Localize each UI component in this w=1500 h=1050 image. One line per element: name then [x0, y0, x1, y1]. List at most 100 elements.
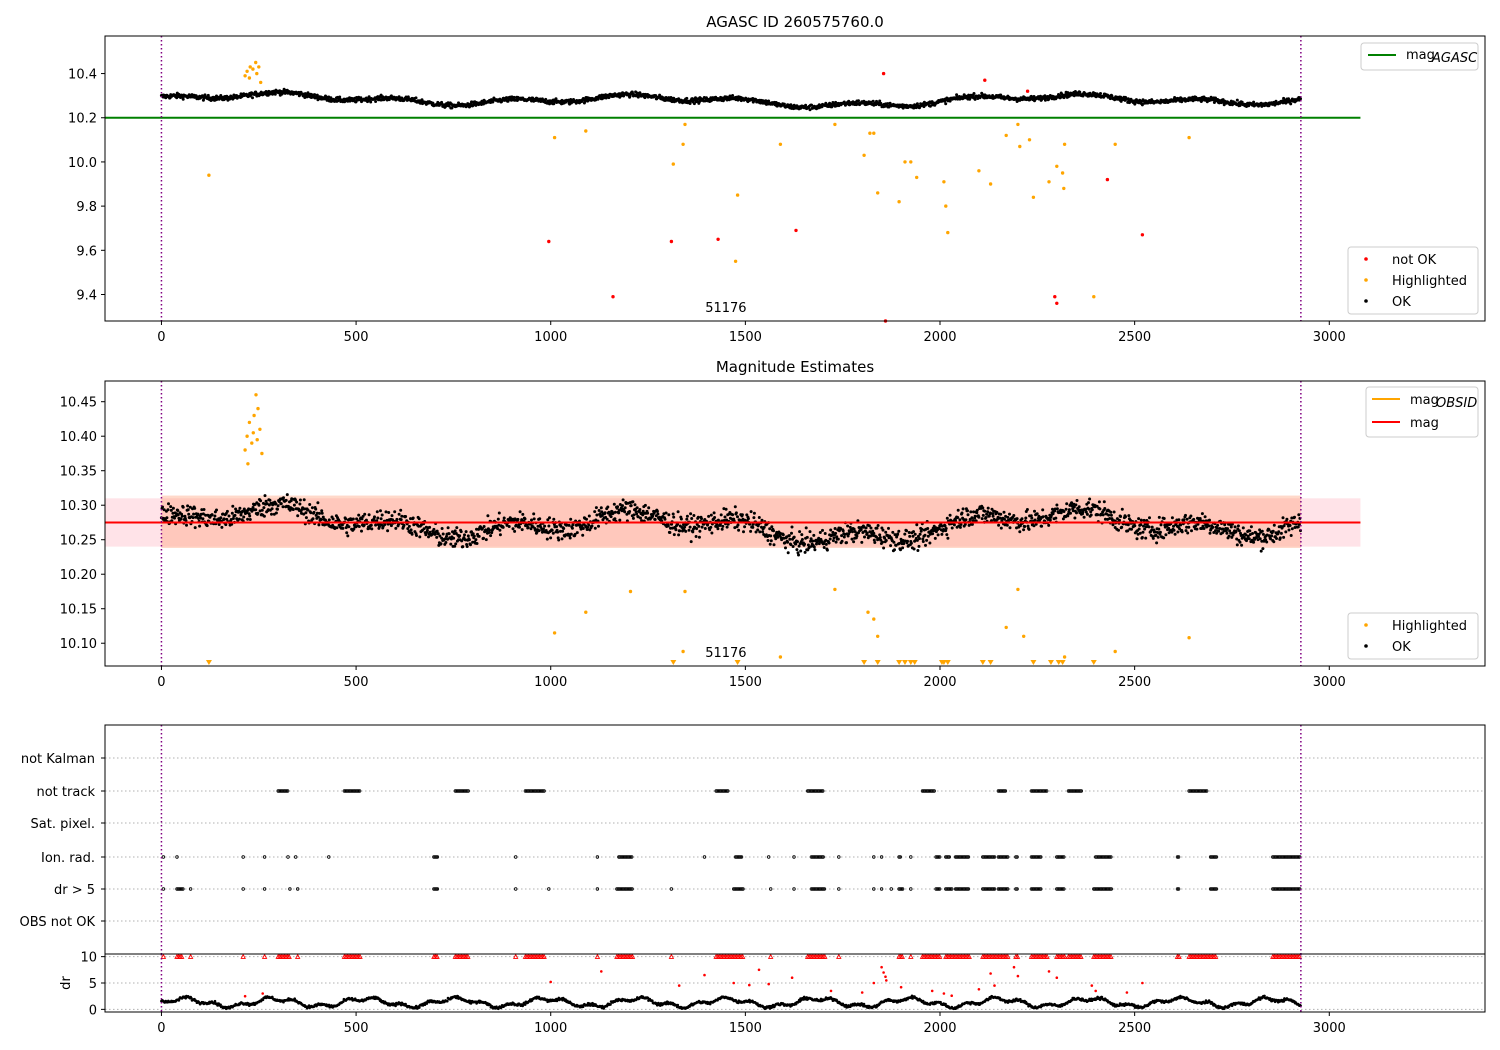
ok-point [386, 529, 390, 533]
ok-point [320, 511, 324, 515]
ok-point [913, 532, 917, 536]
ok-point [948, 513, 952, 517]
ok-point [1179, 523, 1183, 527]
ok-point [618, 518, 622, 522]
ok-point [1020, 517, 1024, 521]
ok-point [402, 523, 406, 527]
highlighted-point [683, 122, 687, 127]
y-tick-label: 10.40 [60, 430, 97, 445]
ok-point [1133, 524, 1137, 528]
ok-point [1164, 533, 1168, 537]
ok-point [357, 525, 361, 528]
ok-point [1259, 549, 1263, 553]
ok-point [933, 536, 937, 540]
highlighted-point [1113, 142, 1117, 146]
ok-point [931, 532, 935, 536]
clipped-marker [911, 660, 918, 665]
ok-point [818, 531, 822, 534]
ok-point [928, 541, 932, 545]
ok-point [991, 514, 995, 518]
ok-point [1087, 507, 1091, 511]
highlighted-point [243, 448, 247, 452]
highlighted-point [1031, 195, 1036, 199]
ok-point [1237, 529, 1241, 533]
ok-point [302, 498, 306, 502]
ok-point [225, 509, 229, 513]
ok-point [769, 534, 773, 538]
ok-point [1073, 516, 1077, 520]
ok-point [1078, 90, 1082, 94]
flag-point [262, 887, 267, 891]
ok-point [1119, 515, 1123, 518]
ok-point [212, 517, 216, 521]
ok-point [233, 513, 237, 517]
ok-point [697, 535, 701, 539]
ok-point [1252, 540, 1256, 544]
ok-point [1008, 512, 1011, 516]
ok-point [270, 512, 273, 516]
ok-point [185, 523, 188, 527]
ok-point [970, 516, 974, 520]
flag-point [837, 887, 841, 891]
ok-point [1003, 517, 1006, 521]
ok-point [613, 510, 617, 514]
highlighted-point [909, 160, 913, 164]
ok-point [1022, 528, 1026, 532]
highlighted-point [988, 182, 993, 186]
ok-point [1040, 524, 1044, 528]
ok-point [374, 523, 378, 527]
flag-point [262, 855, 267, 859]
ok-point [1293, 515, 1296, 519]
ok-point [399, 518, 403, 522]
ok-point [257, 503, 261, 507]
ok-point [1062, 510, 1066, 513]
ok-point [295, 500, 299, 504]
ok-point [486, 514, 490, 518]
ok-point [518, 525, 521, 529]
ok-point [193, 526, 197, 530]
ok-point [666, 524, 670, 528]
ok-point [230, 511, 234, 515]
ok-point [554, 97, 558, 101]
ok-point [808, 530, 812, 534]
ok-point [276, 504, 280, 508]
ok-point [803, 542, 806, 546]
ok-point [1085, 512, 1089, 516]
ok-point [167, 502, 170, 506]
ok-point [635, 91, 639, 95]
highlighted-point [1092, 295, 1096, 299]
ok-point [417, 517, 421, 521]
ok-point [1233, 525, 1237, 529]
ok-point [171, 506, 175, 510]
ok-point [1090, 508, 1094, 512]
ok-point [1208, 518, 1211, 522]
ok-point [1144, 536, 1148, 540]
ok-point [1018, 530, 1022, 534]
ok-point [719, 513, 723, 517]
flag-point [241, 855, 245, 859]
ok-point [496, 517, 500, 521]
ok-point [945, 516, 949, 520]
not-ok-point [669, 239, 674, 244]
highlighted-point [628, 589, 633, 594]
ok-point [635, 506, 639, 510]
ok-point [475, 542, 479, 545]
ok-point [458, 534, 462, 538]
legend-label: Highlighted [1392, 274, 1467, 289]
ok-point [489, 534, 493, 538]
ok-point [712, 511, 716, 515]
ok-point [1289, 534, 1293, 537]
ok-point [1162, 536, 1166, 540]
ok-point [1162, 517, 1166, 520]
flag-category-label: dr > 5 [54, 883, 95, 898]
highlighted-point [1187, 135, 1191, 140]
ok-point [511, 527, 515, 531]
ok-point [920, 527, 924, 531]
ok-point [516, 517, 520, 521]
ok-point [758, 530, 762, 534]
y-tick-label: 9.8 [76, 200, 97, 215]
ok-point [1267, 528, 1271, 532]
ok-point [201, 517, 205, 521]
clipped-markers [205, 660, 1097, 665]
